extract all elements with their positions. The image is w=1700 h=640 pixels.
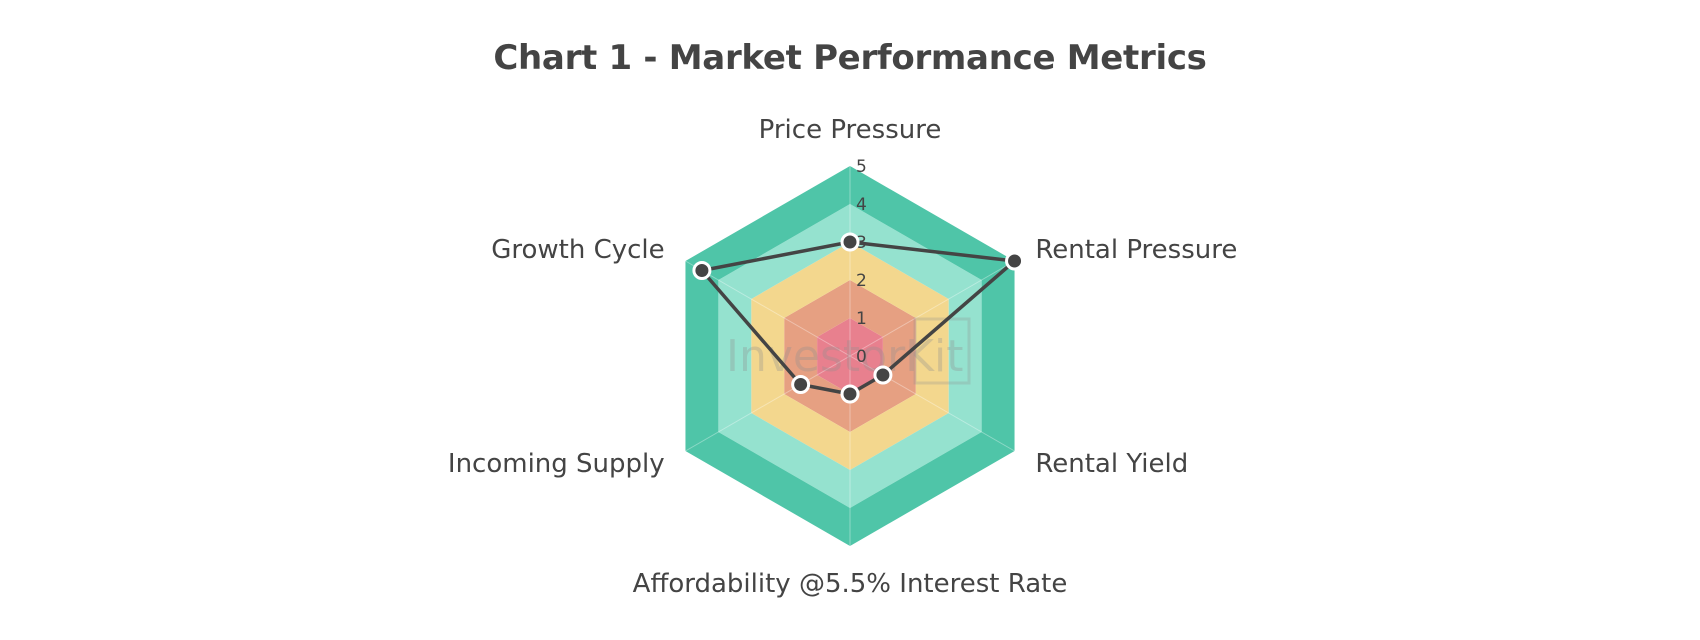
chart-title: Chart 1 - Market Performance Metrics [493, 38, 1207, 78]
radar-series [692, 232, 1025, 404]
radar-band-3 [718, 204, 982, 508]
radar-tick-label-1: 1 [856, 309, 867, 329]
radar-tick-label-5: 5 [856, 157, 867, 177]
radar-axis-label-0: Price Pressure [759, 115, 942, 145]
watermark-bracket-icon [913, 317, 971, 385]
radar-point-5 [692, 261, 712, 280]
radar-point-2 [873, 365, 893, 385]
radar-point-0 [840, 232, 860, 252]
radar-band-1 [784, 280, 916, 432]
radar-axis-labels: Price Pressure Rental Pressure Rental Yiel… [448, 115, 1237, 599]
radar-band-0 [817, 318, 883, 394]
radar-axis-label-3: Affordability @5.5% Interest Rate [633, 569, 1068, 599]
radar-spokes [685, 166, 1015, 546]
radar-axis-label-2: Rental Yield [1035, 449, 1188, 479]
radar-tick-label-2: 2 [856, 271, 867, 291]
radar-spoke-4 [685, 355, 851, 452]
radar-spoke-5 [685, 260, 851, 357]
radar-tick-label-0: 0 [856, 347, 867, 367]
radar-spoke-1 [849, 260, 1015, 357]
radar-axis-label-5: Growth Cycle [491, 235, 664, 265]
radar-point-3 [840, 384, 860, 404]
radar-band-2 [751, 242, 949, 470]
radar-bands [685, 166, 1015, 546]
radar-tick-label-4: 4 [856, 195, 867, 215]
radar-point-4 [791, 375, 811, 394]
radar-point-1 [1005, 251, 1025, 271]
radar-axis-label-4: Incoming Supply [448, 449, 665, 479]
radar-axis-label-1: Rental Pressure [1035, 235, 1237, 265]
